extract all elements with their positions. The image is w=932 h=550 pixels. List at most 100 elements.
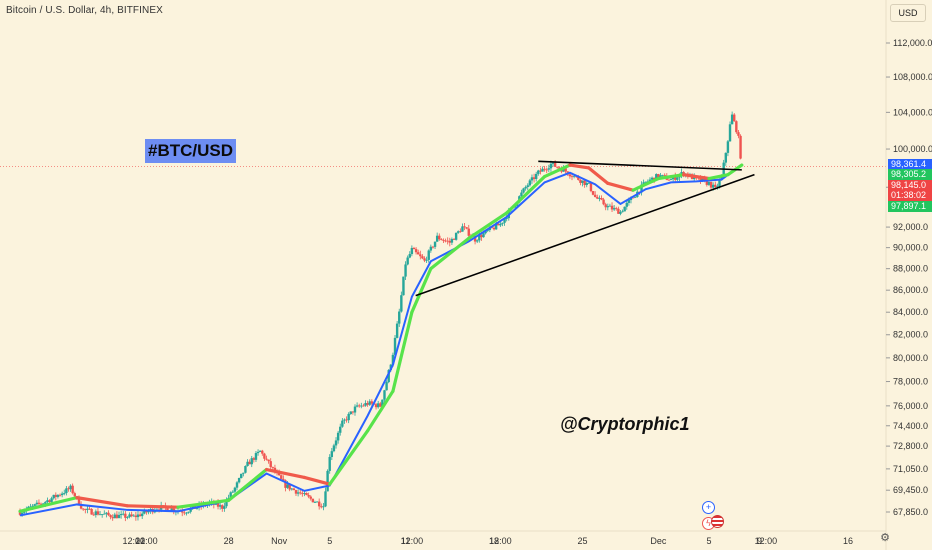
candle-body: [454, 232, 458, 240]
candle-body: [568, 174, 572, 177]
settings-icon[interactable]: ⚙: [880, 532, 890, 544]
candle-body: [31, 505, 34, 507]
candle-body: [225, 500, 228, 507]
candle-body: [589, 182, 593, 192]
candle-body: [29, 506, 32, 508]
y-axis[interactable]: 112,000.0108,000.0104,000.0100,000.096,0…: [886, 38, 932, 517]
candle-body: [534, 173, 538, 180]
candle-body: [385, 382, 388, 391]
slow-ma-segment: [264, 467, 307, 480]
candle-body: [294, 490, 298, 494]
candle-body: [73, 493, 76, 497]
currency-selector[interactable]: USD: [890, 4, 926, 22]
candle-body: [610, 205, 614, 210]
candle-body: [482, 233, 485, 238]
candle-body: [229, 492, 232, 498]
candle-body: [52, 494, 55, 499]
trendline[interactable]: [415, 173, 755, 297]
x-tick-label: 12:00: [401, 536, 424, 546]
candle-body: [67, 488, 70, 490]
candle-body: [362, 405, 365, 407]
candle-body: [288, 484, 291, 490]
candle-body: [541, 168, 544, 172]
candle-body: [623, 206, 626, 212]
candle-body: [98, 514, 102, 516]
candle-body: [58, 494, 62, 496]
candle-body: [553, 162, 557, 167]
slow-ma-segment: [366, 389, 395, 433]
candle-body: [532, 177, 536, 180]
candle-body: [358, 405, 361, 407]
y-tick-label: 71,050.0: [893, 464, 928, 474]
y-tick-label: 112,000.0: [893, 38, 932, 48]
candle-body: [339, 426, 342, 433]
candle-body: [181, 511, 184, 513]
x-tick-label: 11: [401, 536, 410, 546]
candle-body: [296, 492, 300, 494]
slow-ma-segment: [631, 176, 660, 192]
candle-body: [421, 256, 424, 259]
candle-body: [376, 403, 380, 408]
x-tick-label: 12:00: [489, 536, 512, 546]
candle-body: [360, 405, 363, 407]
candle-body: [402, 276, 405, 296]
trendline[interactable]: [538, 160, 742, 171]
candle-body: [433, 241, 437, 247]
slow-moving-average: [18, 163, 744, 513]
slow-ma-segment: [391, 310, 414, 393]
candle-body: [277, 472, 281, 476]
candle-body: [526, 185, 529, 187]
candle-body: [627, 199, 631, 203]
candle-body: [82, 508, 85, 510]
candle-body: [284, 480, 287, 488]
candle-body: [669, 179, 673, 181]
candle-body: [398, 311, 401, 324]
candle-body: [124, 513, 127, 518]
candle-body: [596, 196, 599, 199]
slow-ma-segment: [543, 163, 572, 179]
candle-body: [56, 494, 60, 497]
candle-body: [54, 494, 58, 497]
candle-body: [408, 254, 411, 258]
slow-ma-segment: [505, 174, 547, 215]
candle-body: [707, 181, 711, 185]
candle-body: [134, 515, 138, 518]
candle-body: [739, 135, 742, 159]
candle-body: [663, 174, 666, 176]
candle-body: [459, 231, 462, 233]
candle-body: [364, 403, 367, 406]
candle-body: [450, 239, 454, 243]
candle-body: [140, 513, 144, 517]
candle-body: [109, 515, 112, 518]
trendline-group[interactable]: [415, 160, 755, 297]
candle-body: [90, 509, 93, 515]
x-tick-label: 12:00: [755, 536, 778, 546]
us-flag-icon[interactable]: [711, 515, 724, 528]
slow-ma-segment: [75, 496, 130, 508]
candle-body: [353, 406, 357, 413]
candle-body: [602, 199, 605, 205]
candle-body: [457, 231, 460, 233]
candle-body: [501, 222, 504, 224]
candle-body: [271, 466, 275, 468]
candle-body: [37, 502, 41, 504]
candle-body: [187, 511, 190, 513]
candle-body: [63, 493, 66, 494]
candle-body: [132, 515, 135, 517]
slow-ma-segment: [18, 496, 79, 513]
candle-body: [606, 206, 610, 208]
slow-ma-segment: [568, 163, 591, 170]
candle-body: [235, 482, 239, 488]
candle-body: [423, 258, 426, 261]
price-tag: 98,305.2: [888, 169, 932, 180]
candle-body: [117, 514, 121, 519]
candle-body: [252, 458, 256, 460]
plus-icon[interactable]: +: [702, 501, 715, 514]
candle-body: [39, 503, 43, 505]
candle-body: [634, 196, 637, 198]
candle-body: [608, 205, 612, 207]
pair-label-annotation: #BTC/USD: [145, 139, 236, 163]
candle-body: [448, 240, 452, 243]
